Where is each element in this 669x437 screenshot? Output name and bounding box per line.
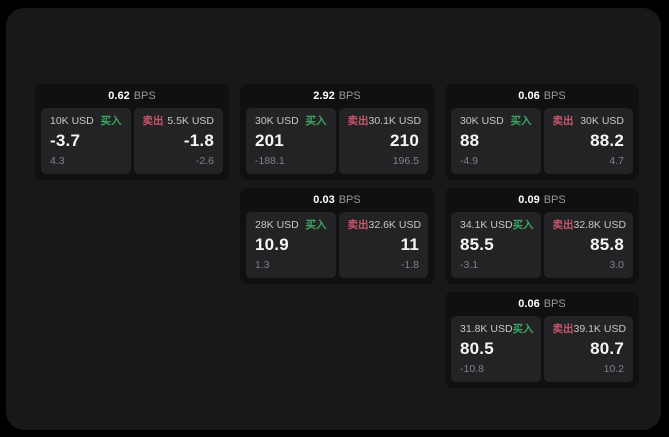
buy-side-label: 买入 xyxy=(510,115,532,127)
sell-delta: 196.5 xyxy=(392,155,419,168)
bps-header: 0.06 BPS xyxy=(445,292,639,315)
quote-grid: 0.62 BPS 10K USD 买入 -3.7 4.3 卖出 5.5K USD… xyxy=(35,84,639,388)
sell-quote-tile[interactable]: 卖出 32.6K USD 11 -1.8 xyxy=(338,212,428,278)
sell-size: 5.5K USD xyxy=(167,115,214,127)
buy-price: 80.5 xyxy=(460,338,494,358)
quote-card: 0.62 BPS 10K USD 买入 -3.7 4.3 卖出 5.5K USD… xyxy=(35,84,229,180)
buy-size: 34.1K USD xyxy=(460,219,513,231)
buy-size: 31.8K USD xyxy=(460,323,513,335)
sell-size: 39.1K USD xyxy=(573,323,627,335)
sell-delta: 3.0 xyxy=(609,259,624,272)
bps-value: 0.09 xyxy=(518,194,540,206)
sell-side-label: 卖出 xyxy=(552,219,574,231)
buy-delta: -4.9 xyxy=(460,155,479,168)
sell-price: 85.8 xyxy=(590,234,624,254)
buy-side-label: 买入 xyxy=(512,219,534,231)
sell-price: 210 xyxy=(390,130,419,150)
buy-delta: -188.1 xyxy=(255,155,285,168)
bps-unit-label: BPS xyxy=(543,298,566,310)
buy-side-label: 买入 xyxy=(305,115,327,127)
sell-price: 80.7 xyxy=(590,338,624,358)
bps-unit-label: BPS xyxy=(338,90,361,102)
bps-header: 0.62 BPS xyxy=(35,84,229,107)
buy-price: -3.7 xyxy=(50,130,81,150)
bps-value: 0.06 xyxy=(518,298,540,310)
buy-side-label: 买入 xyxy=(100,115,122,127)
sell-price: 88.2 xyxy=(590,130,624,150)
buy-quote-tile[interactable]: 34.1K USD 买入 85.5 -3.1 xyxy=(451,212,541,278)
buy-price: 201 xyxy=(255,130,284,150)
buy-price: 88 xyxy=(460,130,480,150)
buy-size: 28K USD xyxy=(255,219,299,231)
buy-quote-tile[interactable]: 10K USD 买入 -3.7 4.3 xyxy=(41,108,131,174)
buy-size: 30K USD xyxy=(255,115,299,127)
bps-header: 0.03 BPS xyxy=(240,188,434,211)
buy-delta: 1.3 xyxy=(255,259,270,272)
buy-delta: 4.3 xyxy=(50,155,65,168)
buy-quote-tile[interactable]: 31.8K USD 买入 80.5 -10.8 xyxy=(451,316,541,382)
buy-price: 85.5 xyxy=(460,234,494,254)
buy-side-label: 买入 xyxy=(512,323,534,335)
buy-delta: -3.1 xyxy=(460,259,479,272)
bps-unit-label: BPS xyxy=(133,90,156,102)
sell-price: -1.8 xyxy=(183,130,214,150)
quote-card: 0.03 BPS 28K USD 买入 10.9 1.3 卖出 32.6K US… xyxy=(240,188,434,284)
quote-card: 0.09 BPS 34.1K USD 买入 85.5 -3.1 卖出 32.8K… xyxy=(445,188,639,284)
sell-side-label: 卖出 xyxy=(347,115,369,127)
bps-value: 0.03 xyxy=(313,194,335,206)
bps-value: 2.92 xyxy=(313,90,335,102)
buy-quote-tile[interactable]: 30K USD 买入 201 -188.1 xyxy=(246,108,336,174)
bps-unit-label: BPS xyxy=(338,194,361,206)
quote-card: 0.06 BPS 31.8K USD 买入 80.5 -10.8 卖出 39.1… xyxy=(445,292,639,388)
bps-header: 0.09 BPS xyxy=(445,188,639,211)
sell-side-label: 卖出 xyxy=(347,219,369,231)
sell-size: 32.6K USD xyxy=(368,219,422,231)
sell-side-label: 卖出 xyxy=(552,115,574,127)
bps-value: 0.62 xyxy=(108,90,130,102)
bps-unit-label: BPS xyxy=(543,90,566,102)
bps-header: 2.92 BPS xyxy=(240,84,434,107)
sell-delta: -2.6 xyxy=(195,155,214,168)
buy-delta: -10.8 xyxy=(460,363,484,376)
sell-size: 30K USD xyxy=(580,115,624,127)
buy-side-label: 买入 xyxy=(305,219,327,231)
sell-quote-tile[interactable]: 卖出 32.8K USD 85.8 3.0 xyxy=(543,212,633,278)
sell-delta: 4.7 xyxy=(609,155,624,168)
buy-size: 30K USD xyxy=(460,115,504,127)
sell-side-label: 卖出 xyxy=(552,323,574,335)
sell-delta: 10.2 xyxy=(603,363,624,376)
sell-price: 11 xyxy=(400,234,419,254)
sell-size: 32.8K USD xyxy=(573,219,627,231)
buy-quote-tile[interactable]: 28K USD 买入 10.9 1.3 xyxy=(246,212,336,278)
sell-quote-tile[interactable]: 卖出 30K USD 88.2 4.7 xyxy=(543,108,633,174)
buy-size: 10K USD xyxy=(50,115,94,127)
sell-delta: -1.8 xyxy=(400,259,419,272)
sell-quote-tile[interactable]: 卖出 5.5K USD -1.8 -2.6 xyxy=(133,108,223,174)
sell-quote-tile[interactable]: 卖出 30.1K USD 210 196.5 xyxy=(338,108,428,174)
sell-side-label: 卖出 xyxy=(142,115,164,127)
bps-unit-label: BPS xyxy=(543,194,566,206)
quote-card: 0.06 BPS 30K USD 买入 88 -4.9 卖出 30K USD 8… xyxy=(445,84,639,180)
bps-value: 0.06 xyxy=(518,90,540,102)
bps-header: 0.06 BPS xyxy=(445,84,639,107)
buy-quote-tile[interactable]: 30K USD 买入 88 -4.9 xyxy=(451,108,541,174)
sell-size: 30.1K USD xyxy=(368,115,422,127)
quote-card: 2.92 BPS 30K USD 买入 201 -188.1 卖出 30.1K … xyxy=(240,84,434,180)
buy-price: 10.9 xyxy=(255,234,289,254)
sell-quote-tile[interactable]: 卖出 39.1K USD 80.7 10.2 xyxy=(543,316,633,382)
